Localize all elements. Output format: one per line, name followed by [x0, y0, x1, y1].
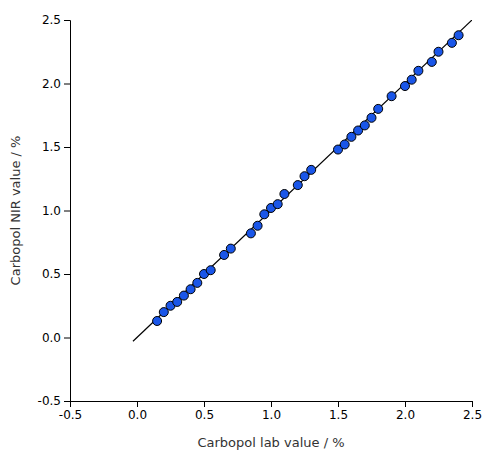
reference-line [133, 20, 472, 341]
tick-label: 0.0 [128, 408, 147, 422]
tick-label: 1.5 [42, 140, 61, 154]
tick: 2.5 [42, 13, 70, 27]
tick: 0.5 [195, 401, 214, 422]
tick-label: 1.0 [262, 408, 281, 422]
tick-mark [64, 20, 70, 21]
tick: 2.0 [396, 401, 415, 422]
tick-mark [64, 211, 70, 212]
tick-mark [137, 401, 138, 407]
tick: 0.0 [42, 331, 70, 345]
y-axis-title: Carbopol NIR value / % [8, 136, 23, 286]
tick-mark [64, 84, 70, 85]
tick-mark [64, 338, 70, 339]
tick-label: 0.5 [195, 408, 214, 422]
point [206, 266, 215, 275]
tick: 2.0 [42, 77, 70, 91]
x-axis: -0.5 0.0 0.5 1.0 1.5 2.0 2.5 [59, 401, 482, 422]
tick-mark [64, 401, 70, 402]
tick: 0.0 [128, 401, 147, 422]
point [293, 181, 302, 190]
point [367, 113, 376, 122]
point [193, 278, 202, 287]
tick-label: 1.0 [42, 204, 61, 218]
tick-mark [64, 274, 70, 275]
tick: -0.5 [59, 401, 82, 422]
axis-line [71, 402, 473, 408]
tick: 1.0 [262, 401, 281, 422]
tick-mark [405, 401, 406, 407]
point [427, 57, 436, 66]
point [307, 165, 316, 174]
point [454, 31, 463, 40]
plot-area: -0.5 0.0 0.5 1.0 1.5 2.0 2.5 -0.5 0.0 0.5 1.0 1.5 2.… [38, 13, 482, 421]
tick-label: 1.5 [329, 408, 348, 422]
tick-label: 2.0 [396, 408, 415, 422]
point [226, 244, 235, 253]
point [414, 66, 423, 75]
tick-label: -0.5 [38, 394, 61, 408]
tick: 2.5 [463, 401, 482, 422]
tick-label: 0.5 [42, 267, 61, 281]
point [447, 38, 456, 47]
tick-mark [204, 401, 205, 407]
tick: 0.5 [42, 267, 70, 281]
tick-mark [271, 401, 272, 407]
point [374, 104, 383, 113]
x-axis-title: Carbopol lab value / % [197, 435, 344, 450]
tick-label: 2.5 [463, 408, 482, 422]
point [387, 92, 396, 101]
point [340, 140, 349, 149]
tick-mark [64, 147, 70, 148]
point [273, 200, 282, 209]
chart: -0.5 0.0 0.5 1.0 1.5 2.0 2.5 -0.5 0.0 0.5 1.0 1.5 2.… [0, 0, 500, 459]
tick-mark [472, 401, 473, 407]
tick: 1.5 [329, 401, 348, 422]
point [253, 221, 262, 230]
tick-label: -0.5 [59, 408, 82, 422]
point [360, 121, 369, 130]
point [280, 189, 289, 198]
tick: 1.5 [42, 140, 70, 154]
point [407, 75, 416, 84]
tick: 1.0 [42, 204, 70, 218]
tick-label: 0.0 [42, 331, 61, 345]
point [246, 229, 255, 238]
y-axis: -0.5 0.0 0.5 1.0 1.5 2.0 2.5 [38, 13, 71, 408]
marks [133, 20, 472, 341]
tick: -0.5 [38, 394, 70, 408]
point [153, 316, 162, 325]
tick-mark [338, 401, 339, 407]
point [434, 47, 443, 56]
tick-label: 2.0 [42, 77, 61, 91]
tick-label: 2.5 [42, 13, 61, 27]
axis-line [64, 21, 71, 402]
